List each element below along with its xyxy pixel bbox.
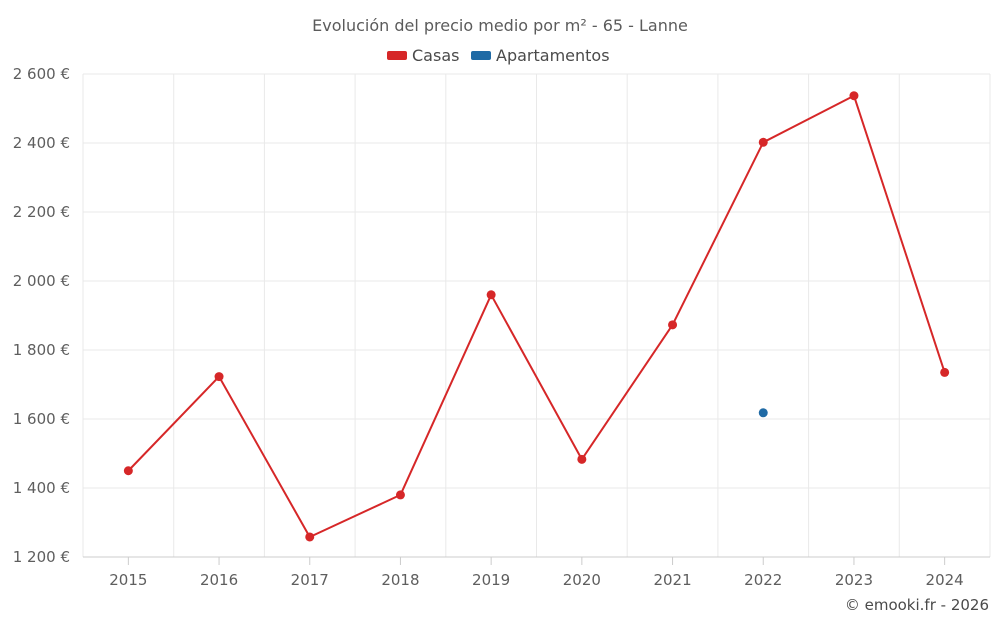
y-tick-label: 1 200 € (13, 548, 70, 566)
x-tick-label: 2022 (744, 571, 782, 589)
y-tick-label: 2 000 € (13, 272, 70, 290)
legend-item-apartamentos[interactable]: Apartamentos (471, 46, 610, 65)
x-tick-label: 2019 (472, 571, 510, 589)
x-tick-label: 2020 (563, 571, 601, 589)
x-tick-label: 2024 (926, 571, 964, 589)
x-tick-label: 2021 (653, 571, 691, 589)
series (123, 91, 950, 542)
grid (82, 73, 991, 557)
x-tick-label: 2016 (200, 571, 238, 589)
data-point-casas-2023[interactable] (849, 91, 859, 101)
axes (83, 556, 990, 565)
x-tick-label: 2017 (291, 571, 329, 589)
legend: Casas Apartamentos (387, 46, 610, 65)
y-tick-label: 1 400 € (13, 479, 70, 497)
legend-label-apartamentos: Apartamentos (496, 46, 610, 65)
legend-swatch-casas (387, 51, 407, 60)
y-tick-label: 1 600 € (13, 410, 70, 428)
x-tick-label: 2018 (381, 571, 419, 589)
data-point-casas-2019[interactable] (486, 290, 496, 300)
chart-title: Evolución del precio medio por m² - 65 -… (312, 16, 688, 35)
data-point-casas-2024[interactable] (940, 367, 950, 377)
series-line-casas (127, 94, 946, 538)
data-point-casas-2015[interactable] (123, 466, 133, 476)
x-tick-label: 2015 (109, 571, 147, 589)
legend-swatch-apartamentos (471, 51, 491, 60)
data-point-apartamentos-2022[interactable] (758, 408, 768, 418)
data-point-casas-2021[interactable] (668, 320, 678, 330)
y-tick-label: 2 200 € (13, 203, 70, 221)
data-point-casas-2020[interactable] (577, 454, 587, 464)
legend-label-casas: Casas (412, 46, 459, 65)
data-point-casas-2018[interactable] (395, 490, 405, 500)
y-axis-labels: 1 200 € 1 400 € 1 600 € 1 800 € 2 000 € 2 200… (13, 65, 70, 566)
y-tick-label: 2 400 € (13, 134, 70, 152)
legend-item-casas[interactable]: Casas (387, 46, 459, 65)
y-tick-label: 1 800 € (13, 341, 70, 359)
data-point-casas-2017[interactable] (305, 532, 315, 542)
data-point-casas-2022[interactable] (758, 137, 768, 147)
credit-text: © emooki.fr - 2026 (845, 596, 989, 614)
x-tick-label: 2023 (835, 571, 873, 589)
x-axis-labels: 2015 2016 2017 2018 2019 2020 2021 2022 2023 2024 (109, 571, 963, 589)
data-point-casas-2016[interactable] (214, 372, 224, 382)
y-tick-label: 2 600 € (13, 65, 70, 83)
